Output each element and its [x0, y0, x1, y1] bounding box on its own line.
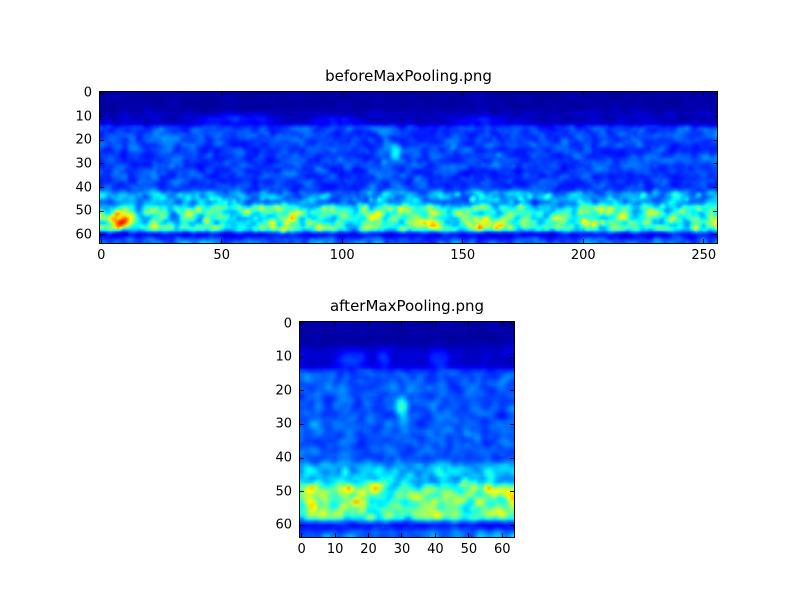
x-tick-mark	[703, 239, 705, 243]
x-tick-mark	[401, 322, 403, 326]
x-tick-label: 0	[97, 248, 106, 263]
y-tick-label: 0	[283, 316, 292, 332]
x-tick-label: 10	[326, 542, 344, 557]
x-tick-mark	[368, 533, 370, 537]
y-tick-mark	[300, 491, 304, 493]
y-tick-mark	[100, 139, 104, 141]
y-tick-label: 20	[275, 383, 292, 399]
x-tick-mark	[334, 322, 336, 326]
y-tick-mark	[510, 356, 514, 358]
plot-title-after: afterMaxPooling.png	[329, 297, 485, 315]
x-tick-mark	[100, 92, 102, 96]
y-tick-mark	[100, 187, 104, 189]
x-tick-mark	[582, 239, 584, 243]
y-tick-label: 30	[75, 156, 92, 172]
y-tick-label: 50	[275, 484, 292, 500]
y-tick-mark	[100, 163, 104, 165]
y-tick-mark	[300, 524, 304, 526]
x-tick-mark	[401, 533, 403, 537]
y-tick-mark	[100, 92, 104, 94]
y-tick-mark	[510, 457, 514, 459]
heatmap-image-before	[100, 92, 717, 243]
x-tick-mark	[368, 322, 370, 326]
x-tick-mark	[501, 533, 503, 537]
y-tick-mark	[510, 491, 514, 493]
y-tick-mark	[713, 92, 717, 94]
y-tick-mark	[300, 323, 304, 325]
y-tick-mark	[510, 423, 514, 425]
y-tick-mark	[713, 139, 717, 141]
x-tick-mark	[221, 92, 223, 96]
x-tick-mark	[301, 533, 303, 537]
y-tick-label: 40	[75, 180, 92, 196]
x-tick-mark	[462, 239, 464, 243]
y-tick-label: 10	[75, 109, 92, 125]
y-tick-label: 20	[75, 132, 92, 148]
y-tick-mark	[300, 390, 304, 392]
y-tick-mark	[713, 210, 717, 212]
y-tick-mark	[713, 187, 717, 189]
y-tick-label: 0	[83, 85, 92, 101]
x-tick-label: 100	[329, 248, 355, 263]
y-tick-mark	[713, 163, 717, 165]
x-tick-label: 50	[460, 542, 478, 557]
x-tick-label: 50	[213, 248, 230, 263]
plot-area-before: 0 50 100 150 200 250 0 10 20 30 40 50 60	[75, 86, 718, 263]
x-tick-mark	[434, 533, 436, 537]
y-tick-mark	[510, 323, 514, 325]
x-tick-mark	[334, 533, 336, 537]
y-tick-mark	[100, 234, 104, 236]
y-tick-label: 30	[275, 416, 292, 432]
x-tick-mark	[501, 322, 503, 326]
x-tick-mark	[434, 322, 436, 326]
y-tick-label: 60	[75, 227, 92, 243]
x-tick-label: 250	[691, 248, 717, 263]
y-tick-mark	[300, 457, 304, 459]
y-tick-mark	[713, 116, 717, 118]
y-tick-mark	[100, 116, 104, 118]
x-tick-mark	[100, 239, 102, 243]
plot-area-after: 0 10 20 30 40 50 60 0 10 20 30 40 50 60	[275, 316, 515, 557]
y-tick-mark	[510, 524, 514, 526]
x-tick-label: 200	[570, 248, 596, 263]
x-tick-label: 30	[393, 542, 411, 557]
x-tick-mark	[341, 92, 343, 96]
x-tick-label: 40	[427, 542, 444, 557]
y-tick-mark	[713, 234, 717, 236]
x-tick-mark	[341, 239, 343, 243]
y-tick-mark	[300, 356, 304, 358]
y-tick-label: 10	[275, 349, 292, 365]
x-tick-label: 150	[450, 248, 476, 263]
x-tick-mark	[582, 92, 584, 96]
x-tick-mark	[468, 533, 470, 537]
x-tick-mark	[221, 239, 223, 243]
y-tick-label: 40	[275, 450, 292, 466]
x-tick-mark	[703, 92, 705, 96]
y-tick-label: 60	[275, 517, 292, 533]
y-tick-mark	[300, 423, 304, 425]
x-tick-label: 20	[360, 542, 377, 557]
y-tick-mark	[100, 210, 104, 212]
x-tick-mark	[462, 92, 464, 96]
x-tick-label: 60	[494, 542, 511, 557]
plot-title-before: beforeMaxPooling.png	[325, 67, 492, 85]
heatmap-image-after	[300, 322, 514, 537]
y-tick-mark	[510, 390, 514, 392]
x-tick-label: 0	[297, 542, 306, 557]
y-tick-label: 50	[75, 203, 92, 219]
x-tick-mark	[468, 322, 470, 326]
